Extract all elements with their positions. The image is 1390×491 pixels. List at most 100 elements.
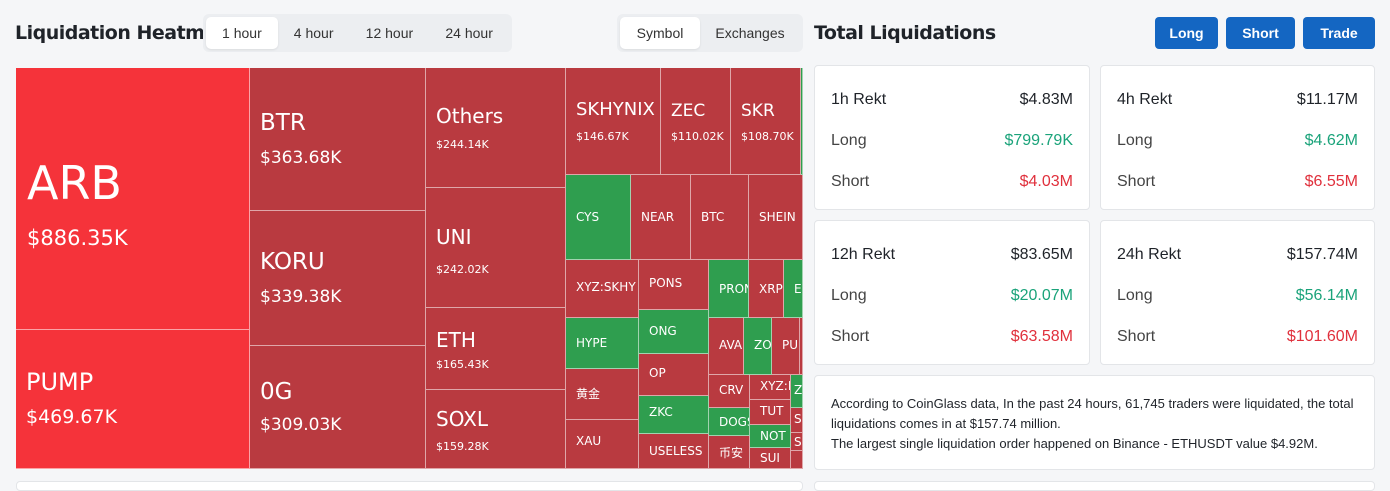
card-24h-rekt: 24h Rekt $157.74M Long $56.14M Short $101.6… [1100, 220, 1375, 365]
treemap-cell[interactable]: S [791, 433, 803, 451]
cell-value: $244.14K [436, 138, 489, 151]
treemap-cell[interactable]: XRP [749, 260, 784, 318]
treemap-cell[interactable] [801, 68, 803, 175]
cell-symbol: USELESS [649, 444, 703, 458]
cell-value: $165.43K [436, 358, 489, 371]
treemap-cell[interactable]: HYPE [566, 318, 639, 369]
treemap-cell[interactable]: ONG [639, 310, 709, 354]
treemap-cell[interactable]: XAU [566, 420, 639, 469]
treemap-cell[interactable]: KORU $339.38K [250, 211, 426, 346]
short-value: $6.55M [1304, 173, 1358, 190]
bottom-panel-right [814, 481, 1375, 491]
treemap-cell[interactable]: EI [784, 260, 803, 318]
cell-symbol: KORU [260, 249, 325, 275]
cell-symbol: BTC [701, 210, 725, 224]
cell-symbol: ZO [754, 338, 772, 352]
treemap-cell[interactable]: XYZ:N [750, 375, 791, 400]
view-tabs: Symbol Exchanges [617, 14, 803, 52]
treemap-cell[interactable]: ETH $165.43K [426, 308, 566, 390]
trade-button[interactable]: Trade [1303, 17, 1375, 49]
treemap-cell[interactable]: TUT [750, 400, 791, 425]
treemap-cell[interactable]: ZKC [639, 396, 709, 434]
liquidation-treemap: ARB $886.35K PUMP $469.67K BTR $363.68K KORU $3… [16, 68, 803, 469]
short-label: Short [831, 328, 870, 345]
treemap-cell[interactable]: ARB $886.35K [16, 68, 250, 330]
cell-symbol: CRV [719, 383, 744, 397]
treemap-cell[interactable]: SHEIN [749, 175, 803, 260]
cell-symbol: XRP [759, 282, 783, 296]
card-total: $4.83M [1019, 91, 1073, 108]
long-label: Long [831, 132, 867, 149]
treemap-cell[interactable]: CRV [709, 375, 750, 408]
cell-value: $309.03K [260, 415, 342, 435]
card-label: 12h Rekt [831, 246, 896, 263]
treemap-cell[interactable]: XYZ:SKHY [566, 260, 639, 318]
tab-symbol[interactable]: Symbol [620, 17, 700, 49]
tab-12-hour[interactable]: 12 hour [365, 25, 414, 41]
cell-symbol: UNI [436, 225, 472, 249]
tab-1-hour[interactable]: 1 hour [206, 17, 278, 49]
cell-value: $886.35K [27, 226, 128, 250]
treemap-cell[interactable]: 0G $309.03K [250, 346, 426, 469]
cell-symbol: SKHYNIX [576, 99, 655, 120]
treemap-cell[interactable]: SKR $108.70K [731, 68, 801, 175]
long-value: $20.07M [1010, 287, 1073, 304]
cell-value: $242.02K [436, 263, 489, 276]
cell-symbol: PRON [719, 282, 748, 296]
treemap-cell[interactable]: ZEC $110.02K [661, 68, 731, 175]
treemap-cell[interactable]: SOXL $159.28K [426, 390, 566, 469]
treemap-cell[interactable]: NOT [750, 425, 791, 448]
treemap-cell[interactable]: 币安 [709, 436, 750, 469]
cell-symbol: SOXL [436, 407, 489, 431]
treemap-cell[interactable]: USELESS [639, 434, 709, 469]
cell-value: $159.28K [436, 440, 489, 453]
short-button[interactable]: Short [1226, 17, 1295, 49]
treemap-cell[interactable]: Z [791, 375, 803, 408]
treemap-cell[interactable]: PRON [709, 260, 749, 318]
cell-symbol: CYS [576, 210, 600, 224]
card-total: $83.65M [1010, 246, 1073, 263]
treemap-cell[interactable]: SKHYNIX $146.67K [566, 68, 661, 175]
treemap-cell[interactable]: UNI $242.02K [426, 188, 566, 308]
treemap-cell[interactable]: OP [639, 354, 709, 396]
cell-symbol: Z [794, 383, 803, 397]
long-label: Long [1117, 287, 1153, 304]
treemap-cell[interactable]: CYS [566, 175, 631, 260]
cell-symbol: ETH [436, 328, 476, 352]
short-label: Short [1117, 173, 1156, 190]
cell-symbol: ZKC [649, 405, 673, 419]
treemap-cell[interactable] [800, 318, 803, 375]
treemap-cell[interactable]: SUI [750, 448, 791, 469]
tab-exchanges[interactable]: Exchanges [715, 25, 785, 41]
cell-symbol: PUMP [26, 368, 94, 396]
cell-value: $363.68K [260, 148, 342, 168]
treemap-cell[interactable]: BTR $363.68K [250, 68, 426, 211]
long-button[interactable]: Long [1155, 17, 1218, 49]
cell-value: $108.70K [741, 130, 794, 143]
cell-value: $146.67K [576, 130, 629, 143]
tab-4-hour[interactable]: 4 hour [293, 25, 334, 41]
treemap-cell[interactable]: 黄金 [566, 369, 639, 420]
cell-symbol: NOT [760, 429, 786, 443]
treemap-cell[interactable]: AVA [709, 318, 744, 375]
treemap-cell[interactable]: PONS [639, 260, 709, 310]
treemap-cell[interactable] [791, 451, 803, 469]
tab-24-hour[interactable]: 24 hour [445, 25, 493, 41]
short-value: $63.58M [1010, 328, 1073, 345]
treemap-cell[interactable]: S [791, 408, 803, 433]
card-4h-rekt: 4h Rekt $11.17M Long $4.62M Short $6.55M [1100, 65, 1375, 210]
treemap-cell[interactable]: ZO [744, 318, 772, 375]
cell-symbol: SHEIN [759, 210, 796, 224]
treemap-cell[interactable]: NEAR [631, 175, 691, 260]
treemap-cell[interactable]: Others $244.14K [426, 68, 566, 188]
cell-value: $339.38K [260, 287, 342, 307]
treemap-cell[interactable]: PU [772, 318, 800, 375]
treemap-cell[interactable]: PUMP $469.67K [16, 330, 250, 469]
bottom-panel-left [16, 481, 803, 491]
treemap-cell[interactable]: BTC [691, 175, 749, 260]
card-total: $11.17M [1296, 91, 1358, 108]
cell-symbol: HYPE [576, 336, 608, 350]
cell-symbol: BTR [260, 110, 306, 136]
cell-symbol: OP [649, 366, 666, 380]
